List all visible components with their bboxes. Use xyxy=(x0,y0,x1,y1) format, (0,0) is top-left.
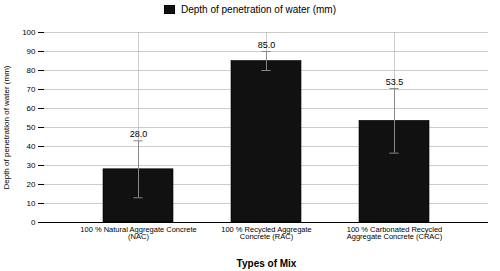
svg-text:90: 90 xyxy=(27,47,36,56)
svg-text:100 % Carbonated RecycledAggre: 100 % Carbonated RecycledAggregate Concr… xyxy=(347,225,443,242)
svg-text:10: 10 xyxy=(27,199,36,208)
svg-text:50: 50 xyxy=(27,123,36,132)
html-text:Depth of penetration of water: Depth of penetration of water (mm) xyxy=(181,3,336,15)
svg-text:40: 40 xyxy=(27,142,36,151)
svg-text:100 % Recycled AggregateConcre: 100 % Recycled AggregateConcrete (RAC) xyxy=(221,225,311,242)
svg-text:100: 100 xyxy=(22,28,36,37)
svg-text:70: 70 xyxy=(27,85,36,94)
svg-text:80: 80 xyxy=(27,66,36,75)
svg-text:28.0: 28.0 xyxy=(130,129,148,139)
svg-text:20: 20 xyxy=(27,180,36,189)
svg-text:Types of Mix: Types of Mix xyxy=(237,258,297,269)
svg-text:Depth of penetration of water: Depth of penetration of water (mm) xyxy=(2,65,11,189)
svg-text:85.0: 85.0 xyxy=(258,40,276,50)
svg-text:60: 60 xyxy=(27,104,36,113)
svg-text:0: 0 xyxy=(31,218,36,227)
svg-text:100 % Natural Aggregate Concre: 100 % Natural Aggregate Concrete(NAC) xyxy=(80,225,196,242)
svg-text:53.5: 53.5 xyxy=(386,77,404,87)
svg-text:30: 30 xyxy=(27,161,36,170)
